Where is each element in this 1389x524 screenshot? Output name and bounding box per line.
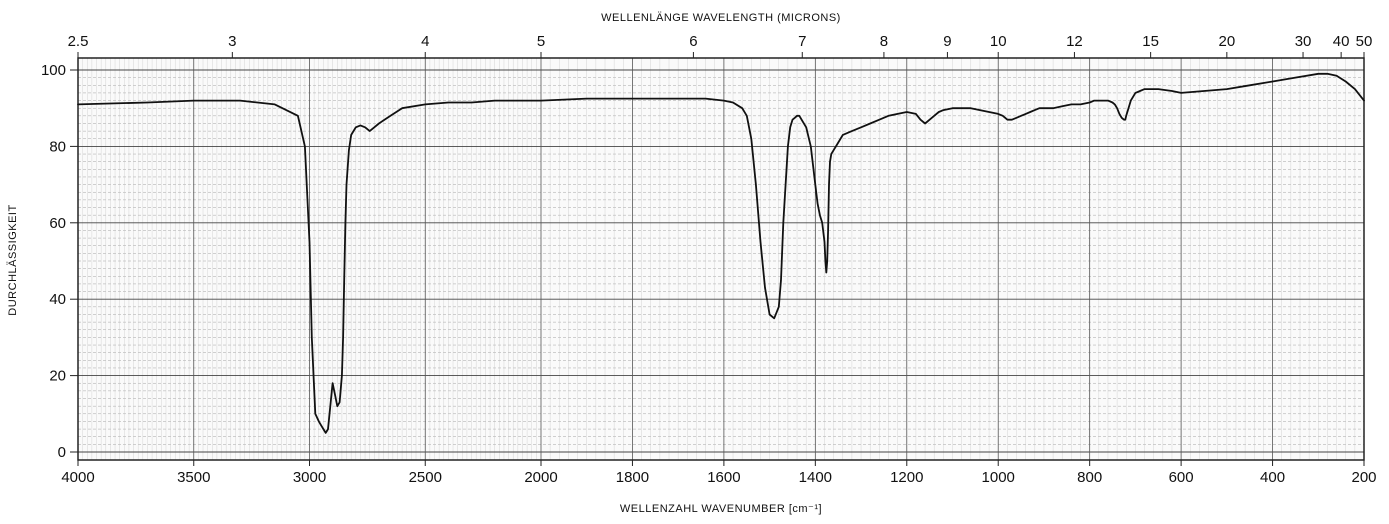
- wavelength-tick-label: 6: [689, 33, 697, 50]
- x-tick-label: 2500: [409, 469, 442, 486]
- x-tick-label: 200: [1351, 469, 1376, 486]
- wavelength-tick-label: 8: [880, 33, 888, 50]
- wavelength-tick-label: 15: [1142, 33, 1159, 50]
- wavenumber-axis: 4000 3500 3000 2500 2000 1800 1600 1400 1200 1000…: [61, 460, 1377, 486]
- y-tick-label: 100: [41, 62, 66, 79]
- x-tick-label: 1000: [982, 469, 1015, 486]
- spectrum-line: [77, 72, 1365, 434]
- x-tick-label: 1800: [616, 469, 649, 486]
- x-tick-label: 1600: [707, 469, 740, 486]
- plot-frame: [77, 57, 1365, 461]
- wavelength-tick-label: 5: [537, 33, 545, 50]
- y-tick-label: 80: [49, 138, 66, 155]
- x-tick-label: 800: [1077, 469, 1102, 486]
- series-layer: [77, 72, 1365, 434]
- wavelength-axis: 2.5 3 4 5 6 7 8 9 10 12 15 20 30 40 50: [68, 33, 1373, 58]
- x-tick-label: 600: [1169, 469, 1194, 486]
- wavelength-tick-label: 7: [798, 33, 806, 50]
- wavelength-tick-label: 2.5: [68, 33, 89, 50]
- y-tick-label: 60: [49, 215, 66, 232]
- minor-grid: [78, 58, 1364, 460]
- plot-background: [78, 58, 1364, 460]
- wavelength-tick-label: 30: [1295, 33, 1312, 50]
- x-tick-label: 3500: [177, 469, 210, 486]
- top-axis-title: WELLENLÄNGE WAVELENGTH (MICRONS): [601, 12, 841, 24]
- x-tick-label: 2000: [524, 469, 557, 486]
- transmittance-axis: 0 20 40 60 80 100: [41, 62, 78, 461]
- wavelength-tick-label: 20: [1218, 33, 1235, 50]
- wavelength-tick-label: 3: [228, 33, 236, 50]
- wavelength-tick-label: 10: [990, 33, 1007, 50]
- wavelength-tick-label: 50: [1356, 33, 1373, 50]
- x-tick-label: 1200: [890, 469, 923, 486]
- y-tick-label: 40: [49, 291, 66, 308]
- bottom-axis-title: WELLENZAHL WAVENUMBER [cm⁻¹]: [620, 503, 822, 515]
- wavelength-tick-label: 9: [943, 33, 951, 50]
- wavelength-tick-label: 4: [421, 33, 429, 50]
- y-axis-title: DURCHLÄSSIGKEIT: [7, 204, 19, 315]
- y-tick-label: 0: [58, 444, 66, 461]
- x-tick-label: 400: [1260, 469, 1285, 486]
- x-tick-label: 1400: [799, 469, 832, 486]
- y-tick-label: 20: [49, 368, 66, 385]
- wavelength-tick-label: 40: [1333, 33, 1350, 50]
- x-tick-label: 3000: [293, 469, 326, 486]
- wavelength-tick-label: 12: [1066, 33, 1083, 50]
- x-tick-label: 4000: [61, 469, 94, 486]
